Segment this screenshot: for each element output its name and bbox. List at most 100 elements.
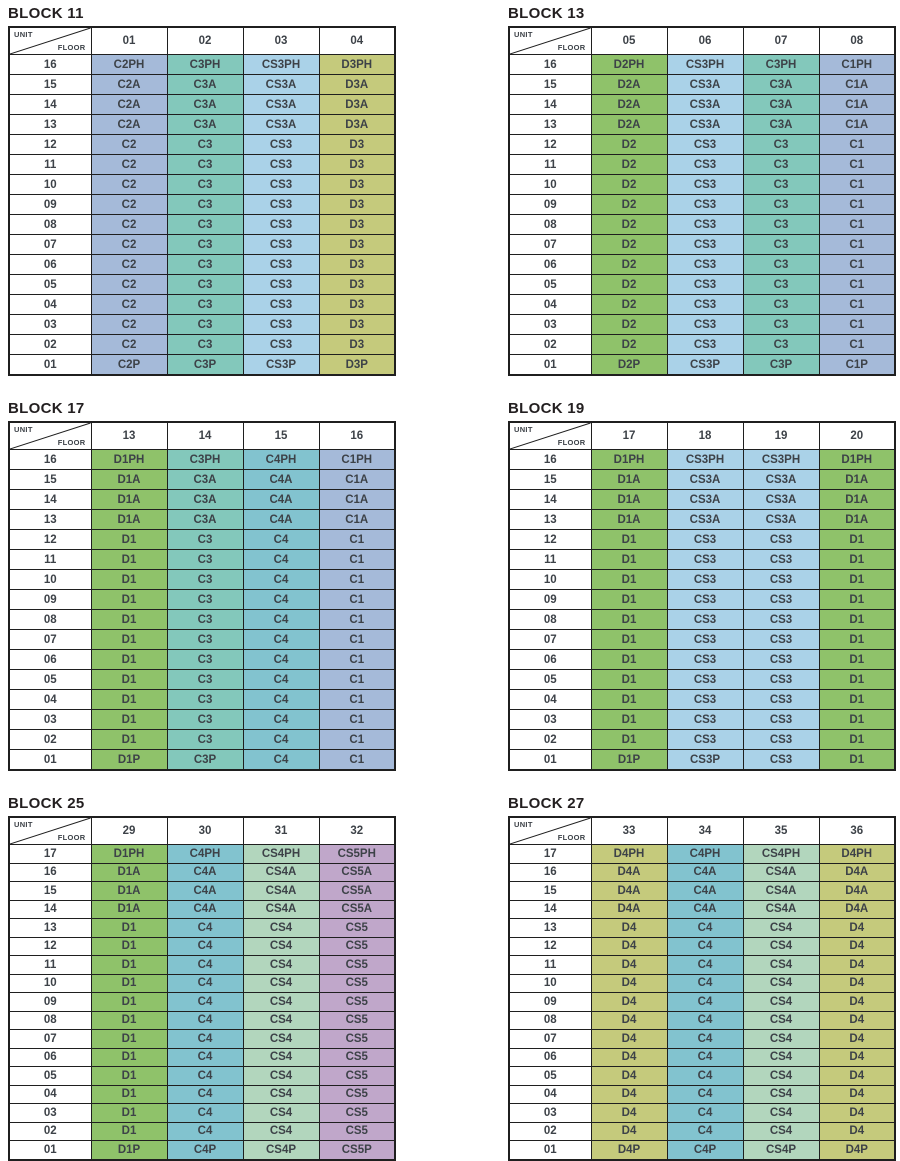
unit-type-cell: CS5 (318, 936, 396, 956)
unit-type-cell: CS3A (666, 74, 744, 95)
unit-type-cell: C3A (742, 94, 820, 115)
floor-row: 15 D4A C4A CS4A D4A (508, 881, 896, 901)
unit-type-cell: D2 (590, 294, 668, 315)
floor-label: 08 (8, 214, 92, 235)
unit-type-cell: D1 (818, 729, 896, 750)
floor-row: 15 D1A CS3A CS3A D1A (508, 469, 896, 490)
unit-type-cell: C1 (818, 254, 896, 275)
unit-type-cell: CS5 (318, 955, 396, 975)
corner-floor-label: FLOOR (557, 438, 586, 447)
unit-type-cell: D1 (818, 649, 896, 670)
unit-type-cell: D1 (90, 1010, 168, 1030)
floor-label: 15 (508, 881, 592, 901)
unit-type-cell: C1 (318, 529, 396, 550)
floor-row: 08 D1 C3 C4 C1 (8, 609, 396, 630)
floor-label: 11 (8, 549, 92, 570)
corner-floor-label: FLOOR (57, 438, 86, 447)
corner-unit-floor-cell: UNIT FLOOR (8, 421, 92, 450)
floor-row: 06 D2 CS3 C3 C1 (508, 254, 896, 275)
floor-label: 04 (8, 689, 92, 710)
unit-type-cell: C3A (166, 509, 244, 530)
floor-label: 02 (508, 729, 592, 750)
unit-type-cell: D4A (590, 899, 668, 919)
floor-row: 08 D1 C4 CS4 CS5 (8, 1010, 396, 1030)
unit-type-cell: D1A (90, 509, 168, 530)
floor-label: 02 (8, 729, 92, 750)
floor-row: 02 D2 CS3 C3 C1 (508, 334, 896, 355)
unit-type-cell: C4 (242, 549, 320, 570)
floor-label: 17 (508, 844, 592, 864)
unit-type-cell: CS5 (318, 1047, 396, 1067)
unit-type-cell: D1 (818, 609, 896, 630)
floor-row: 12 D1 CS3 CS3 D1 (508, 529, 896, 550)
unit-type-cell: D4 (590, 936, 668, 956)
unit-type-cell: CS3 (742, 649, 820, 670)
unit-type-cell: D3 (318, 274, 396, 295)
floor-row: 02 D1 CS3 CS3 D1 (508, 729, 896, 750)
unit-type-cell: CS4 (242, 1121, 320, 1141)
unit-type-cell: C3A (742, 114, 820, 135)
floor-label: 02 (8, 1121, 92, 1141)
unit-type-cell: D4PH (590, 844, 668, 864)
unit-number-header: 36 (818, 816, 896, 845)
unit-type-cell: D1 (590, 729, 668, 750)
floor-row: 07 D1 C4 CS4 CS5 (8, 1029, 396, 1049)
floor-label: 09 (508, 992, 592, 1012)
floor-label: 13 (508, 114, 592, 135)
unit-type-cell: CS3 (666, 234, 744, 255)
unit-type-cell: C3 (742, 194, 820, 215)
floor-row: 15 D2A CS3A C3A C1A (508, 74, 896, 95)
unit-type-cell: D3PH (318, 54, 396, 75)
block-section-block-17: BLOCK 17 UNIT FLOOR 13 14 15 16 16 D1PH C3PH C4PH C… (8, 400, 398, 771)
unit-type-cell: D1A (818, 509, 896, 530)
floor-row: 01 D1P C3P C4 C1 (8, 749, 396, 771)
unit-type-cell: C2A (90, 94, 168, 115)
floor-label: 14 (8, 489, 92, 510)
unit-type-cell: D1 (818, 529, 896, 550)
corner-unit-label: UNIT (14, 820, 33, 829)
floor-label: 01 (8, 1140, 92, 1160)
unit-type-cell: CS3 (242, 214, 320, 235)
unit-type-cell: D2 (590, 174, 668, 195)
block-title: BLOCK 11 (8, 5, 84, 22)
unit-type-cell: CS3 (242, 154, 320, 175)
unit-type-cell: D1 (90, 1047, 168, 1067)
floor-label: 13 (8, 509, 92, 530)
floor-label: 15 (8, 74, 92, 95)
floor-row: 08 C2 C3 CS3 D3 (8, 214, 396, 235)
unit-type-cell: C4 (242, 629, 320, 650)
unit-type-cell: D2 (590, 254, 668, 275)
unit-number-header: 06 (666, 26, 744, 55)
unit-type-cell: CS3 (742, 629, 820, 650)
unit-type-cell: C2 (90, 194, 168, 215)
unit-type-cell: C4 (166, 1029, 244, 1049)
unit-type-cell: C3 (166, 194, 244, 215)
unit-type-cell: C3 (742, 234, 820, 255)
unit-type-cell: C1 (818, 154, 896, 175)
floor-row: 09 C2 C3 CS3 D3 (8, 194, 396, 215)
unit-type-cell: D1A (90, 881, 168, 901)
floor-row: 16 D1PH CS3PH CS3PH D1PH (508, 449, 896, 470)
unit-type-cell: D1 (90, 649, 168, 670)
floor-label: 10 (508, 973, 592, 993)
unit-number-header: 33 (590, 816, 668, 845)
unit-type-cell: C2 (90, 154, 168, 175)
unit-type-cell: CS5 (318, 973, 396, 993)
unit-type-cell: C1 (318, 689, 396, 710)
unit-type-cell: CS4 (242, 918, 320, 938)
unit-type-cell: C4 (666, 1010, 744, 1030)
unit-type-cell: C3 (742, 214, 820, 235)
floor-label: 09 (8, 992, 92, 1012)
floor-label: 08 (508, 1010, 592, 1030)
unit-type-cell: C4PH (242, 449, 320, 470)
floor-row: 03 C2 C3 CS3 D3 (8, 314, 396, 335)
unit-type-cell: D4A (818, 899, 896, 919)
unit-type-cell: D1 (818, 589, 896, 610)
unit-type-cell: C3 (166, 709, 244, 730)
unit-type-cell: D1 (818, 569, 896, 590)
unit-type-cell: CS4 (242, 1010, 320, 1030)
floor-row: 09 D4 C4 CS4 D4 (508, 992, 896, 1012)
unit-type-cell: CS5 (318, 918, 396, 938)
diagonal-divider (10, 423, 90, 449)
unit-type-cell: CS3A (666, 114, 744, 135)
